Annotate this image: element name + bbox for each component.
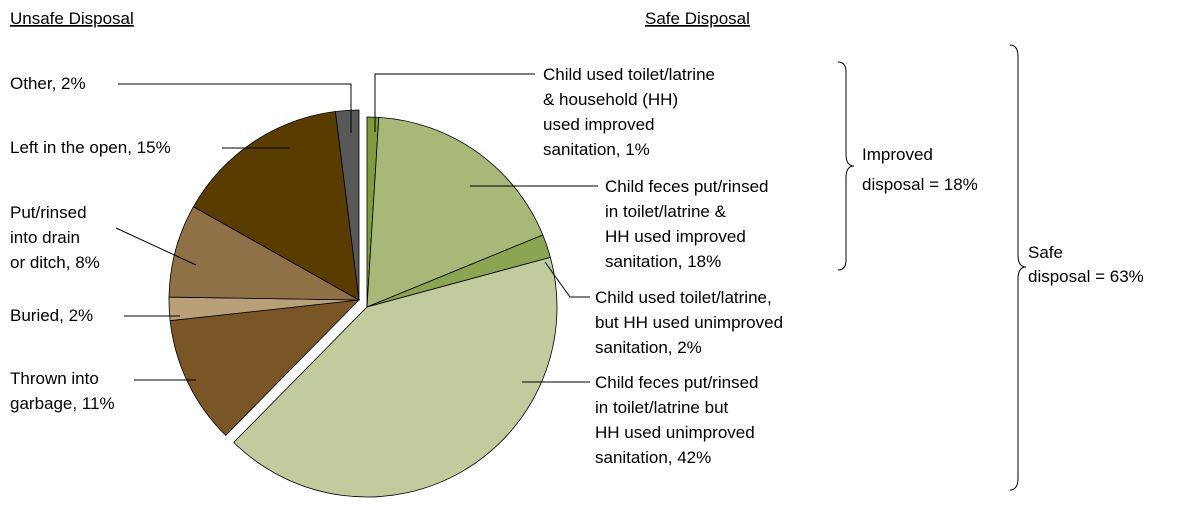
leader-line [115,227,197,266]
slice-label: sanitation, 2% [595,338,702,357]
slice-label: used improved [543,115,655,134]
slice-label: Buried, 2% [10,306,93,325]
slice-label: Child used toilet/latrine [543,65,715,84]
brace [1009,44,1027,491]
pie-slice [169,299,361,436]
slice-label: Left in the open, 15% [10,138,171,157]
leader-line [544,261,590,298]
slice-label: HH used unimproved [595,423,755,442]
pie-slice [366,116,544,308]
leader-line [374,73,535,132]
slice-label: or ditch, 8% [10,253,100,272]
header: Safe Disposal [645,9,750,28]
brace [837,61,855,271]
pie-slice [334,109,360,301]
slice-label: Child feces put/rinsed [605,177,768,196]
slice-label: sanitation, 42% [595,448,711,467]
slice-label: Put/rinsed [10,203,87,222]
slice-label: in toilet/latrine but [595,398,729,417]
slice-label: Other, 2% [10,74,86,93]
annotation: Safe [1028,243,1063,262]
annotation: disposal = 18% [862,175,978,194]
pie-slice [233,256,558,498]
pie-slice [192,111,360,301]
annotation: disposal = 63% [1028,267,1144,286]
slice-label: but HH used unimproved [595,313,783,332]
slice-label: in toilet/latrine & [605,202,727,221]
slice-label: sanitation, 1% [543,140,650,159]
leader-line [118,83,352,133]
slice-label: garbage, 11% [10,394,115,413]
slice-label: Child used toilet/latrine, [595,288,772,307]
slice-label: sanitation, 18% [605,252,721,271]
annotation: Improved [862,145,933,164]
slice-label: Child feces put/rinsed [595,373,758,392]
slice-label: into drain [10,228,80,247]
slice-label: HH used improved [605,227,746,246]
pie-slice [168,206,360,301]
header: Unsafe Disposal [10,9,134,28]
slice-label: & household (HH) [543,90,678,109]
slice-label: Thrown into [10,369,99,388]
